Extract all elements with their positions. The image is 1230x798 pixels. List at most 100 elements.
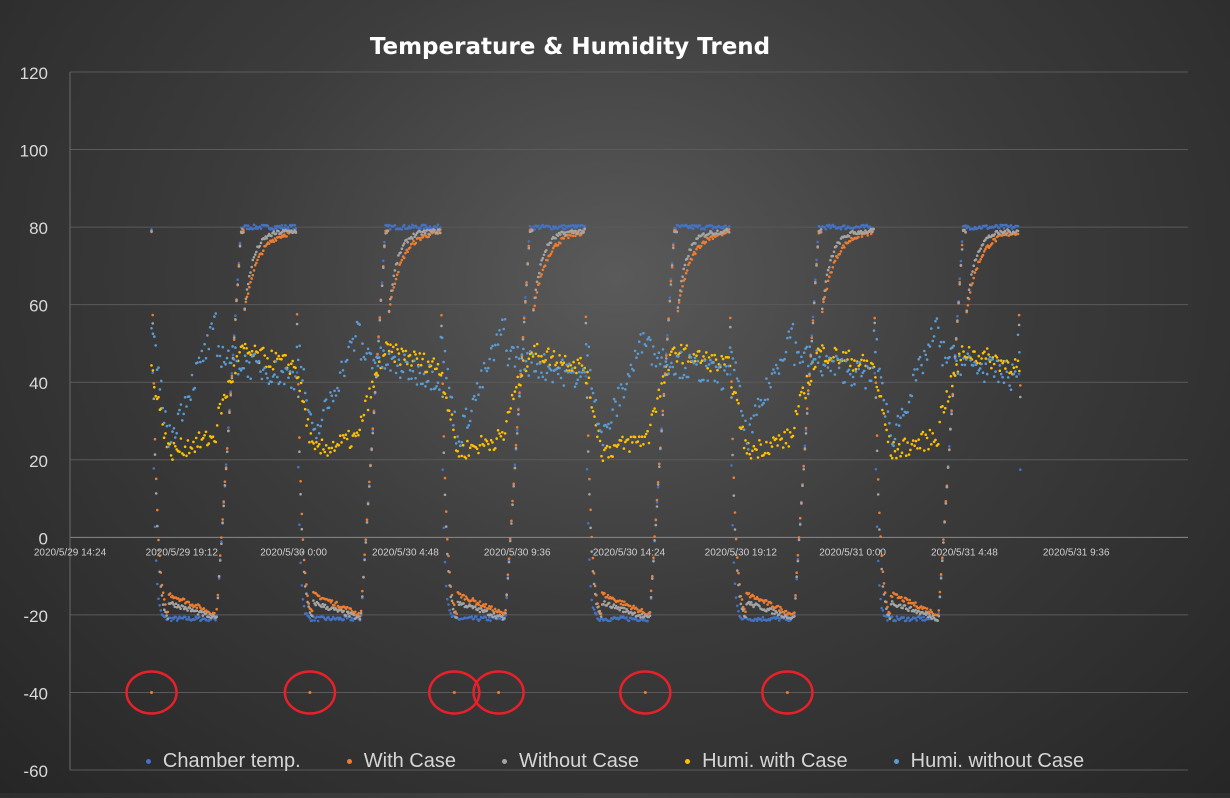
data-point bbox=[456, 600, 460, 604]
data-point bbox=[446, 367, 450, 371]
data-point bbox=[380, 284, 384, 288]
data-point bbox=[328, 598, 332, 602]
data-point bbox=[937, 609, 941, 612]
data-point bbox=[459, 444, 462, 447]
data-point bbox=[838, 252, 842, 256]
data-point bbox=[638, 613, 641, 617]
data-point bbox=[218, 559, 222, 562]
data-point bbox=[223, 484, 227, 487]
data-point bbox=[860, 374, 863, 378]
data-point bbox=[373, 361, 377, 365]
data-point bbox=[549, 368, 553, 372]
data-point bbox=[174, 445, 177, 448]
data-point bbox=[654, 523, 658, 527]
data-point bbox=[172, 427, 176, 430]
data-point bbox=[582, 367, 585, 371]
data-point bbox=[747, 600, 751, 604]
data-point bbox=[842, 244, 845, 247]
data-point bbox=[335, 600, 339, 604]
data-point bbox=[526, 262, 529, 266]
data-point bbox=[823, 364, 827, 367]
data-point bbox=[788, 336, 792, 339]
data-point bbox=[357, 615, 361, 618]
data-point bbox=[900, 595, 903, 599]
data-point bbox=[168, 616, 172, 620]
data-point bbox=[403, 353, 406, 357]
data-point bbox=[902, 600, 906, 603]
data-point bbox=[906, 410, 909, 414]
data-point bbox=[189, 398, 192, 402]
data-point bbox=[614, 400, 617, 403]
data-point bbox=[432, 357, 436, 360]
data-point bbox=[744, 439, 747, 442]
data-point bbox=[772, 436, 775, 439]
data-point bbox=[405, 238, 408, 242]
data-point bbox=[302, 558, 306, 562]
data-point bbox=[910, 442, 914, 446]
data-point bbox=[298, 389, 302, 393]
data-point bbox=[646, 619, 649, 623]
data-point bbox=[510, 393, 514, 397]
data-point bbox=[695, 247, 698, 251]
data-point bbox=[491, 344, 494, 348]
data-point bbox=[930, 617, 934, 620]
data-point bbox=[935, 317, 939, 320]
data-point bbox=[723, 369, 726, 372]
data-point bbox=[283, 382, 286, 386]
x-tick-label: 2020/5/29 19:12 bbox=[146, 547, 219, 558]
data-point bbox=[387, 349, 391, 353]
data-point bbox=[1011, 363, 1014, 366]
data-point bbox=[969, 359, 972, 362]
data-point bbox=[237, 261, 241, 265]
data-point bbox=[292, 231, 295, 234]
data-point bbox=[744, 615, 747, 619]
data-point bbox=[853, 382, 856, 386]
data-point bbox=[928, 428, 932, 432]
data-point bbox=[709, 369, 712, 373]
data-point bbox=[959, 358, 962, 362]
data-point bbox=[828, 358, 831, 362]
data-point bbox=[727, 225, 731, 228]
data-point bbox=[658, 362, 662, 366]
data-point bbox=[442, 360, 445, 364]
data-point bbox=[187, 600, 191, 604]
data-point bbox=[966, 352, 969, 356]
data-point bbox=[596, 606, 599, 609]
data-point bbox=[421, 223, 425, 227]
data-point bbox=[805, 412, 809, 415]
data-point bbox=[468, 446, 472, 450]
data-point bbox=[545, 249, 548, 252]
data-point bbox=[902, 413, 905, 417]
data-point bbox=[541, 256, 545, 260]
data-point bbox=[960, 240, 964, 243]
data-point bbox=[908, 598, 911, 602]
data-point bbox=[542, 353, 546, 356]
data-point bbox=[945, 361, 948, 364]
data-point bbox=[874, 467, 878, 471]
data-point bbox=[635, 356, 638, 360]
data-point bbox=[587, 376, 591, 380]
data-point bbox=[871, 362, 874, 366]
data-point bbox=[824, 228, 828, 231]
data-point bbox=[641, 618, 645, 622]
data-point bbox=[652, 560, 655, 563]
data-point bbox=[942, 411, 946, 414]
data-point bbox=[534, 288, 538, 292]
data-point bbox=[793, 426, 796, 430]
data-point bbox=[199, 606, 202, 609]
data-point bbox=[942, 541, 945, 544]
data-point bbox=[504, 612, 507, 615]
data-point bbox=[1006, 361, 1010, 364]
data-point bbox=[232, 358, 236, 361]
data-point bbox=[733, 582, 737, 585]
data-point bbox=[254, 261, 258, 265]
data-point bbox=[512, 346, 515, 350]
data-point bbox=[489, 438, 493, 442]
data-point bbox=[803, 447, 807, 450]
data-point bbox=[741, 609, 745, 612]
data-point bbox=[293, 229, 297, 232]
data-point bbox=[612, 397, 616, 401]
data-point bbox=[579, 375, 582, 378]
data-point bbox=[587, 345, 591, 349]
data-point bbox=[831, 254, 835, 258]
